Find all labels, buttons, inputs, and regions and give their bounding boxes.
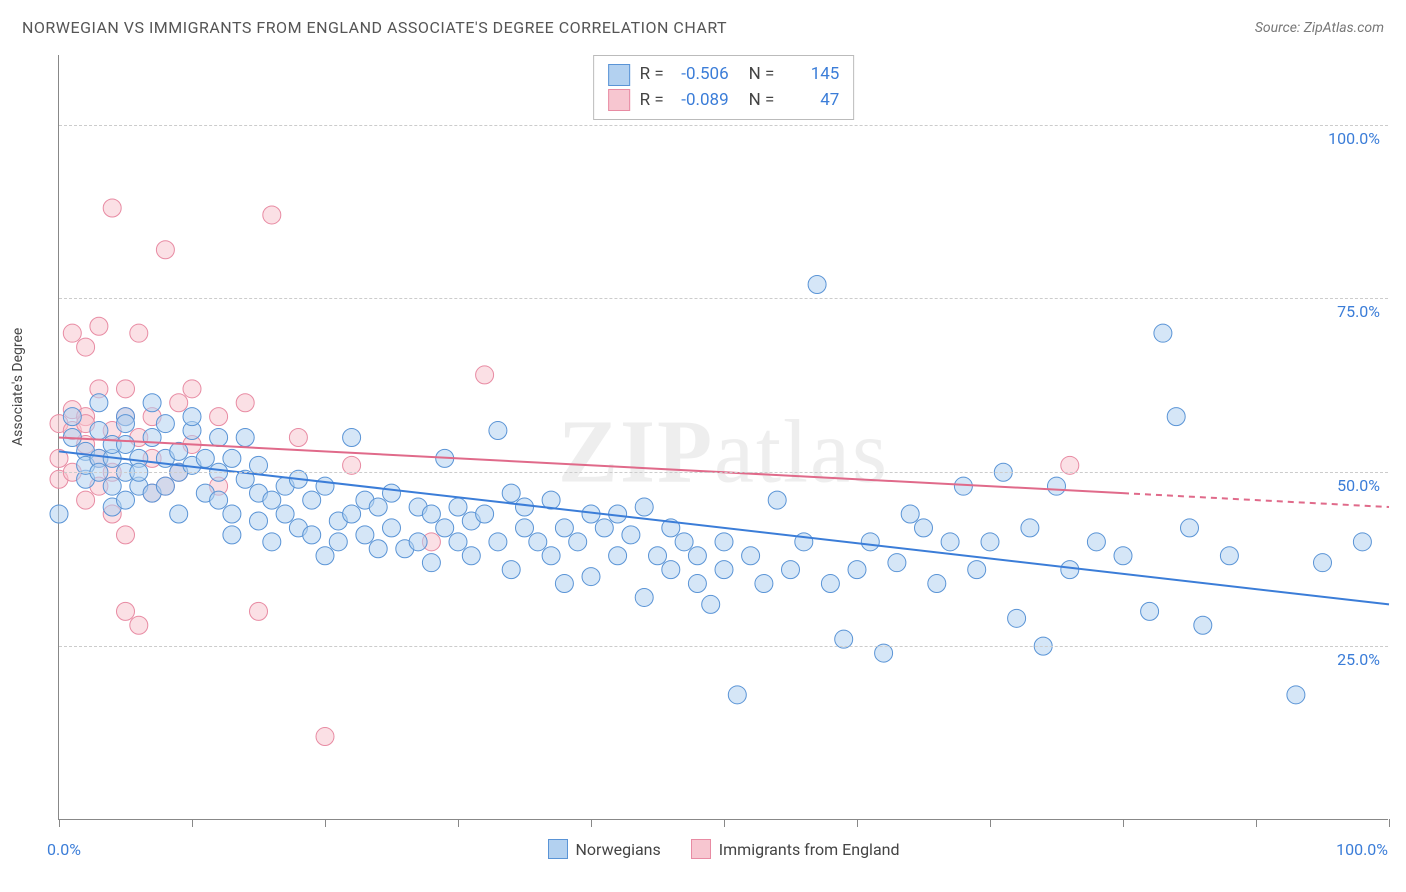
gridline <box>59 298 1388 299</box>
plot-area: ZIPatlas R = -0.506 N = 145 R = -0.089 N… <box>58 55 1388 820</box>
legend-item-1: Norwegians <box>548 839 661 859</box>
y-tick-label: 25.0% <box>1337 650 1380 669</box>
x-tick <box>990 819 991 827</box>
scatter-svg <box>59 55 1388 819</box>
r-val-1: -0.506 <box>674 62 729 88</box>
x-tick <box>458 819 459 827</box>
x-tick <box>591 819 592 827</box>
legend: Norwegians Immigrants from England <box>548 839 900 859</box>
chart-title: NORWEGIAN VS IMMIGRANTS FROM ENGLAND ASS… <box>22 18 727 37</box>
stats-row-1: R = -0.506 N = 145 <box>608 62 840 88</box>
x-tick <box>1123 819 1124 827</box>
legend-item-2: Immigrants from England <box>691 839 900 859</box>
legend-swatch-blue-icon <box>548 839 568 859</box>
x-min-label: 0.0% <box>47 840 81 859</box>
gridline <box>59 125 1388 126</box>
x-tick <box>857 819 858 827</box>
y-axis-title: Associate's Degree <box>10 328 26 446</box>
legend-label-1: Norwegians <box>576 840 661 859</box>
n-label-1: N = <box>749 62 775 88</box>
r-label-2: R = <box>640 88 664 114</box>
n-label-2: N = <box>749 88 775 114</box>
x-tick <box>1256 819 1257 827</box>
x-tick <box>59 819 60 827</box>
stats-box: R = -0.506 N = 145 R = -0.089 N = 47 <box>593 55 855 120</box>
r-val-2: -0.089 <box>674 88 729 114</box>
swatch-pink-icon <box>608 89 630 111</box>
legend-swatch-pink-icon <box>691 839 711 859</box>
n-val-1: 145 <box>784 62 839 88</box>
y-tick-label: 75.0% <box>1337 302 1380 321</box>
gridline <box>59 646 1388 647</box>
y-tick-label: 50.0% <box>1337 476 1380 495</box>
x-tick <box>325 819 326 827</box>
swatch-blue-icon <box>608 64 630 86</box>
x-tick <box>724 819 725 827</box>
x-tick <box>192 819 193 827</box>
n-val-2: 47 <box>784 88 839 114</box>
x-tick <box>1389 819 1390 827</box>
gridline <box>59 472 1388 473</box>
chart-container: NORWEGIAN VS IMMIGRANTS FROM ENGLAND ASS… <box>0 0 1406 892</box>
source-label: Source: ZipAtlas.com <box>1255 20 1384 36</box>
header: NORWEGIAN VS IMMIGRANTS FROM ENGLAND ASS… <box>22 18 1384 37</box>
legend-label-2: Immigrants from England <box>719 840 900 859</box>
x-max-label: 100.0% <box>1336 840 1388 859</box>
y-tick-label: 100.0% <box>1328 129 1380 148</box>
r-label-1: R = <box>640 62 664 88</box>
stats-row-2: R = -0.089 N = 47 <box>608 88 840 114</box>
